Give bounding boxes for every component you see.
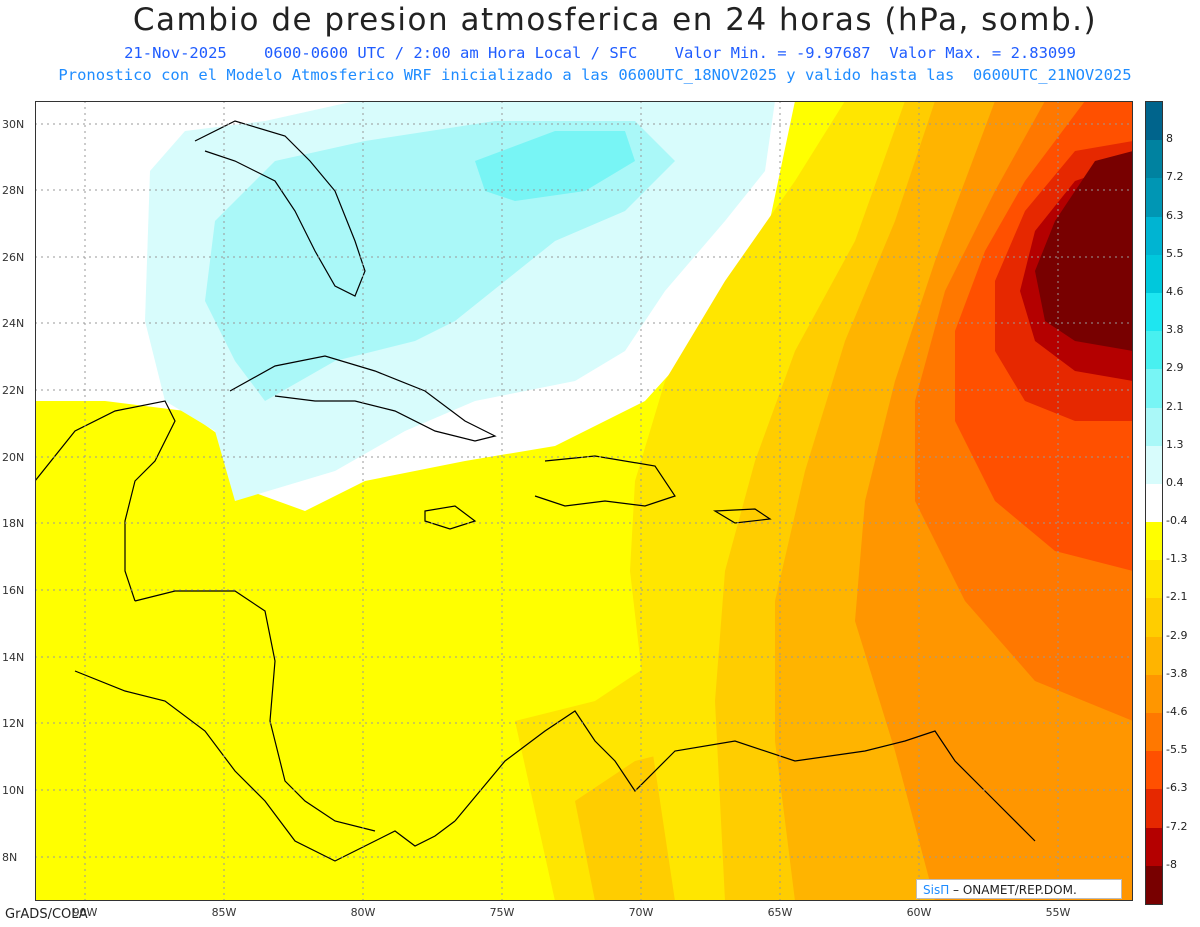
lon-label: 85W	[212, 906, 237, 919]
colorbar-label: 2.1	[1166, 399, 1184, 413]
lat-label: 26N	[2, 251, 24, 264]
colorbar-cell	[1146, 560, 1162, 599]
colorbar-cell	[1146, 407, 1162, 447]
lon-axis: 90W 85W 80W 75W 70W 65W 60W 55W	[73, 906, 1071, 919]
coast-hispaniola	[534, 455, 676, 507]
lon-label: 60W	[907, 906, 932, 919]
lat-label: 16N	[2, 584, 24, 597]
colorbar-cell	[1146, 865, 1162, 905]
chart-title: Cambio de presion atmosferica en 24 hora…	[132, 2, 1098, 38]
chart-subtitle-model: Pronostico con el Modelo Atmosferico WRF…	[58, 66, 1132, 84]
colorbar-label: 3.8	[1166, 323, 1184, 337]
colorbar-cell	[1146, 102, 1162, 141]
colorbar-label: 6.3	[1166, 208, 1184, 222]
colorbar-label: 0.4	[1166, 475, 1184, 489]
colorbar-cell	[1146, 598, 1162, 638]
map-plot	[35, 101, 1133, 901]
lat-label: 24N	[2, 317, 24, 330]
colorbar-cell	[1146, 713, 1162, 752]
colorbar-label: 8	[1166, 132, 1173, 146]
lat-label: 22N	[2, 384, 24, 397]
lat-label: 10N	[2, 784, 24, 797]
lat-label: 14N	[2, 651, 24, 664]
coast-jamaica	[424, 505, 477, 530]
colorbar-label: -0.4	[1166, 514, 1188, 528]
colorbar-label: -2.1	[1166, 590, 1188, 604]
colorbar-label: -3.8	[1166, 666, 1188, 680]
colorbar-label: 1.3	[1166, 437, 1184, 451]
coast-puertorico	[712, 508, 772, 524]
colorbar-cell	[1146, 827, 1162, 867]
lat-label: 12N	[2, 717, 24, 730]
colorbar-cell	[1146, 292, 1162, 332]
colorbar-cell	[1146, 789, 1162, 829]
lat-label: 30N	[2, 118, 24, 131]
colorbar-cell	[1146, 331, 1162, 370]
lon-label: 65W	[768, 906, 793, 919]
colorbar-label: -4.6	[1166, 705, 1188, 719]
colorbar-cell	[1146, 254, 1162, 294]
lon-label: 75W	[490, 906, 515, 919]
credit-text: – ONAMET/REP.DOM.	[949, 883, 1077, 897]
colorbar-cell	[1146, 140, 1162, 179]
colorbar-label: -5.5	[1166, 743, 1188, 757]
lon-label: 90W	[73, 906, 98, 919]
lon-label: 80W	[351, 906, 376, 919]
colorbar-label: 4.6	[1166, 284, 1184, 298]
lat-label: 20N	[2, 451, 24, 464]
colorbar-cell	[1146, 751, 1162, 790]
coast-gulf	[35, 400, 176, 602]
colorbar-cell	[1146, 674, 1162, 714]
colorbar-cell	[1146, 445, 1162, 485]
colorbar-cell	[1146, 216, 1162, 256]
coast-caribbean-west	[134, 590, 376, 832]
colorbar-label: 2.9	[1166, 361, 1184, 375]
lat-axis: 30N 28N 26N 24N 22N 20N 18N 16N 14N 12N …	[2, 118, 24, 864]
field-cyan-dark	[475, 131, 635, 201]
graticule	[35, 101, 1133, 901]
chart-subtitle-date: 21-Nov-2025 0600-0600 UTC / 2:00 am Hora…	[124, 44, 1076, 62]
colorbar	[1145, 101, 1163, 905]
colorbar-label: -7.2	[1166, 819, 1188, 833]
map-border	[35, 101, 1133, 901]
credit-logo: SisΠ	[923, 883, 950, 897]
colorbar-label: 7.2	[1166, 170, 1184, 184]
lat-label: 18N	[2, 517, 24, 530]
coast-southamerica	[454, 710, 1036, 842]
credit-box: SisΠ – ONAMET/REP.DOM.	[916, 879, 1122, 899]
footer-grads: GrADS/COLA	[5, 907, 88, 922]
lat-label: 8N	[2, 851, 17, 864]
colorbar-cell	[1146, 178, 1162, 218]
colorbar-label: -1.3	[1166, 552, 1188, 566]
coast-florida	[194, 120, 366, 297]
field-darkred	[1035, 151, 1133, 351]
coast-cuba	[229, 355, 497, 442]
lon-label: 70W	[629, 906, 654, 919]
colorbar-label: -2.9	[1166, 628, 1188, 642]
colorbar-cell	[1146, 636, 1162, 676]
colorbar-cell	[1146, 522, 1162, 561]
coast-centralamerica	[74, 670, 456, 862]
colorbar-cell	[1146, 483, 1162, 523]
coastlines	[35, 120, 1036, 862]
colorbar-label: 5.5	[1166, 246, 1184, 260]
colorbar-label: -6.3	[1166, 781, 1188, 795]
lat-label: 28N	[2, 184, 24, 197]
colorbar-label: -8	[1166, 857, 1177, 871]
colorbar-cell	[1146, 369, 1162, 409]
lon-label: 55W	[1046, 906, 1071, 919]
